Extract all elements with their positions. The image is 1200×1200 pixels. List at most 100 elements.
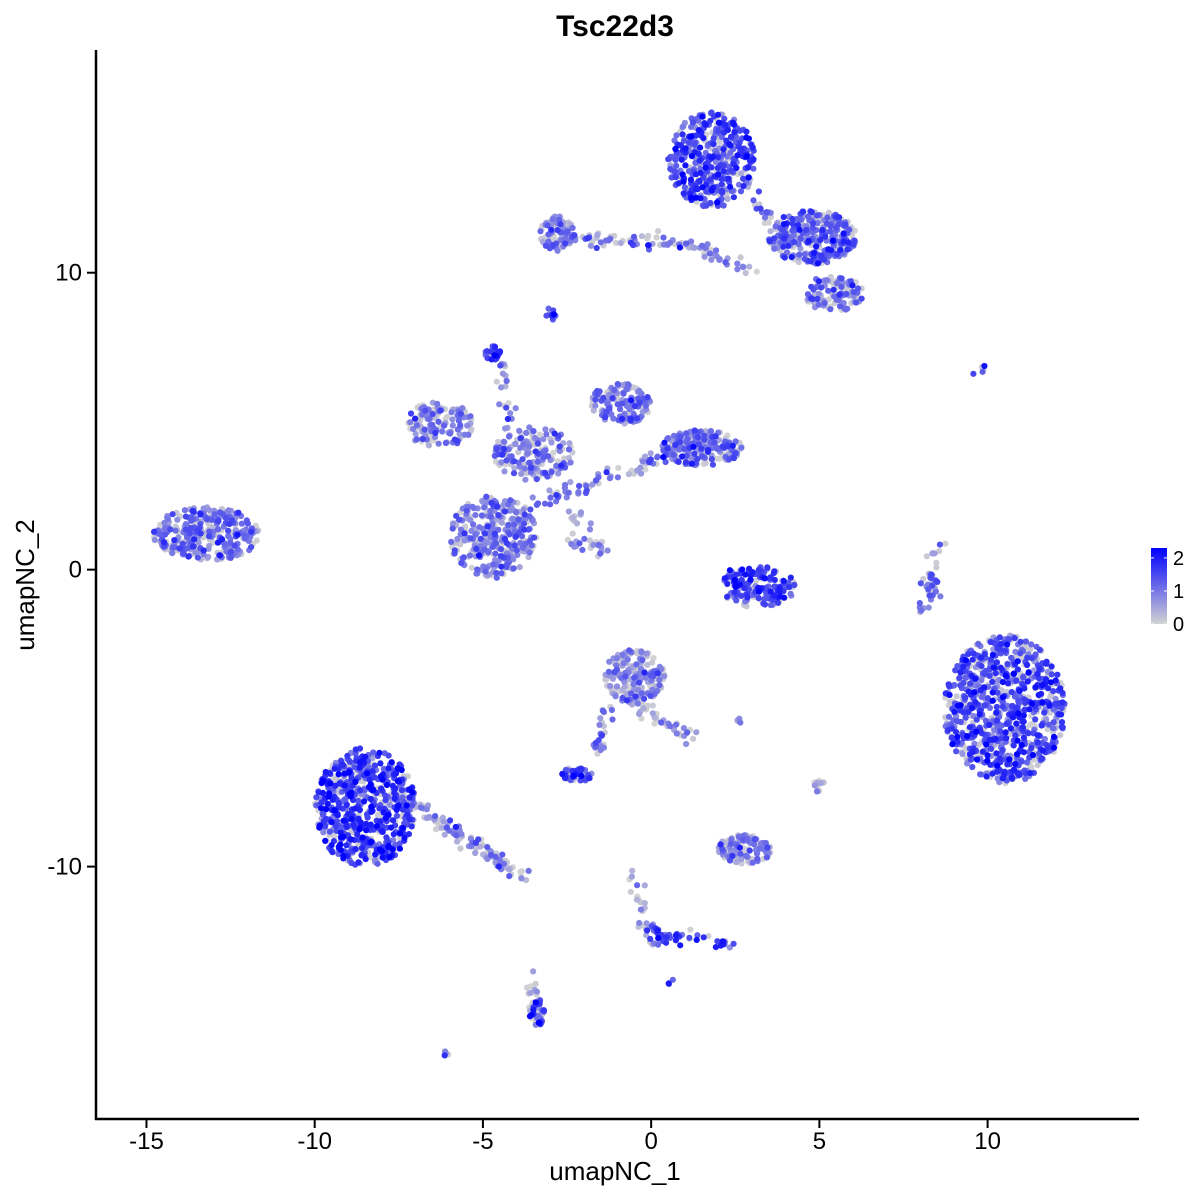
cell-point (672, 932, 679, 939)
cell-point (987, 656, 995, 663)
cell-point (654, 454, 661, 461)
cell-point (696, 177, 703, 185)
cell-point (497, 362, 504, 369)
cell-point (453, 832, 460, 839)
cell-point (637, 906, 645, 913)
cell-point (785, 242, 792, 249)
cell-point (780, 243, 787, 250)
cell-point (740, 183, 747, 190)
cell-point (408, 802, 416, 809)
cell-point (194, 554, 201, 561)
cell-point (808, 295, 815, 302)
cell-point (621, 683, 628, 690)
cell-point (675, 458, 682, 465)
cell-point (617, 240, 624, 247)
cell-point (192, 549, 199, 556)
cell-point (738, 592, 745, 600)
cell-point (680, 178, 687, 185)
cell-point (649, 659, 656, 666)
cell-point (521, 465, 528, 472)
cell-point (1050, 733, 1058, 741)
cell-point (498, 570, 505, 577)
cell-point (1028, 641, 1035, 648)
cell-point (520, 520, 528, 527)
cell-point (633, 661, 640, 668)
cell-point (609, 395, 616, 402)
cell-point (356, 826, 363, 833)
cell-point (215, 518, 222, 525)
cell-point (209, 524, 216, 531)
cell-point (999, 694, 1007, 701)
cell-point (1013, 720, 1020, 727)
cell-point (205, 545, 212, 553)
cell-point (505, 521, 512, 529)
cell-point (742, 269, 749, 277)
cell-point (344, 752, 351, 760)
cell-point (740, 263, 747, 271)
cell-point (510, 565, 517, 572)
x-tick-label: -10 (297, 1128, 332, 1155)
cell-point (691, 450, 698, 457)
cell-point (412, 430, 419, 438)
cell-point (1025, 669, 1032, 676)
cell-point (702, 460, 709, 467)
cell-point (663, 939, 670, 946)
cell-point (978, 654, 985, 661)
cell-point (1039, 682, 1046, 689)
cell-point (724, 443, 732, 450)
cell-point (457, 845, 464, 852)
cell-point (429, 421, 436, 428)
cell-point (439, 428, 446, 435)
cell-point (613, 683, 621, 690)
cell-point (667, 723, 674, 730)
cell-point (815, 278, 823, 285)
cell-point (952, 728, 960, 735)
cell-point (548, 226, 555, 233)
cell-point (837, 246, 844, 253)
cell-point (700, 174, 707, 181)
cell-point (454, 437, 461, 445)
cell-point (960, 663, 967, 670)
cell-point (545, 453, 552, 460)
cell-point (676, 438, 684, 446)
cell-point (781, 594, 788, 601)
cell-point (346, 790, 353, 797)
cell-point (701, 253, 708, 260)
cell-point (248, 544, 255, 551)
cell-point (497, 553, 504, 560)
cell-point (844, 246, 851, 253)
cell-point (422, 407, 429, 414)
cell-point (690, 735, 697, 742)
cell-point (369, 768, 376, 775)
cell-point (999, 698, 1007, 705)
cell-point (787, 590, 794, 597)
y-tick-label: -10 (47, 854, 82, 881)
cell-point (390, 831, 397, 838)
cell-point (530, 1006, 537, 1014)
cell-point (437, 407, 444, 414)
cell-point (187, 525, 195, 532)
cell-point (996, 755, 1003, 762)
cell-point (727, 840, 735, 847)
cell-point (429, 411, 436, 418)
cell-point (379, 776, 386, 783)
cell-point (562, 766, 570, 774)
cell-point (468, 527, 475, 535)
cell-point (1035, 691, 1042, 699)
cell-point (803, 226, 810, 234)
cell-point (647, 450, 654, 457)
cell-point (970, 650, 977, 657)
cell-point (638, 649, 645, 656)
cell-point (688, 194, 695, 201)
cell-point (827, 306, 834, 313)
cell-point (343, 842, 350, 849)
cell-point (814, 260, 822, 267)
cell-point (1020, 749, 1027, 756)
cell-point (707, 117, 714, 124)
cell-point (639, 657, 646, 664)
cell-point (978, 663, 985, 670)
cell-point (556, 448, 564, 455)
cell-point (971, 689, 978, 696)
cell-point (357, 759, 364, 766)
